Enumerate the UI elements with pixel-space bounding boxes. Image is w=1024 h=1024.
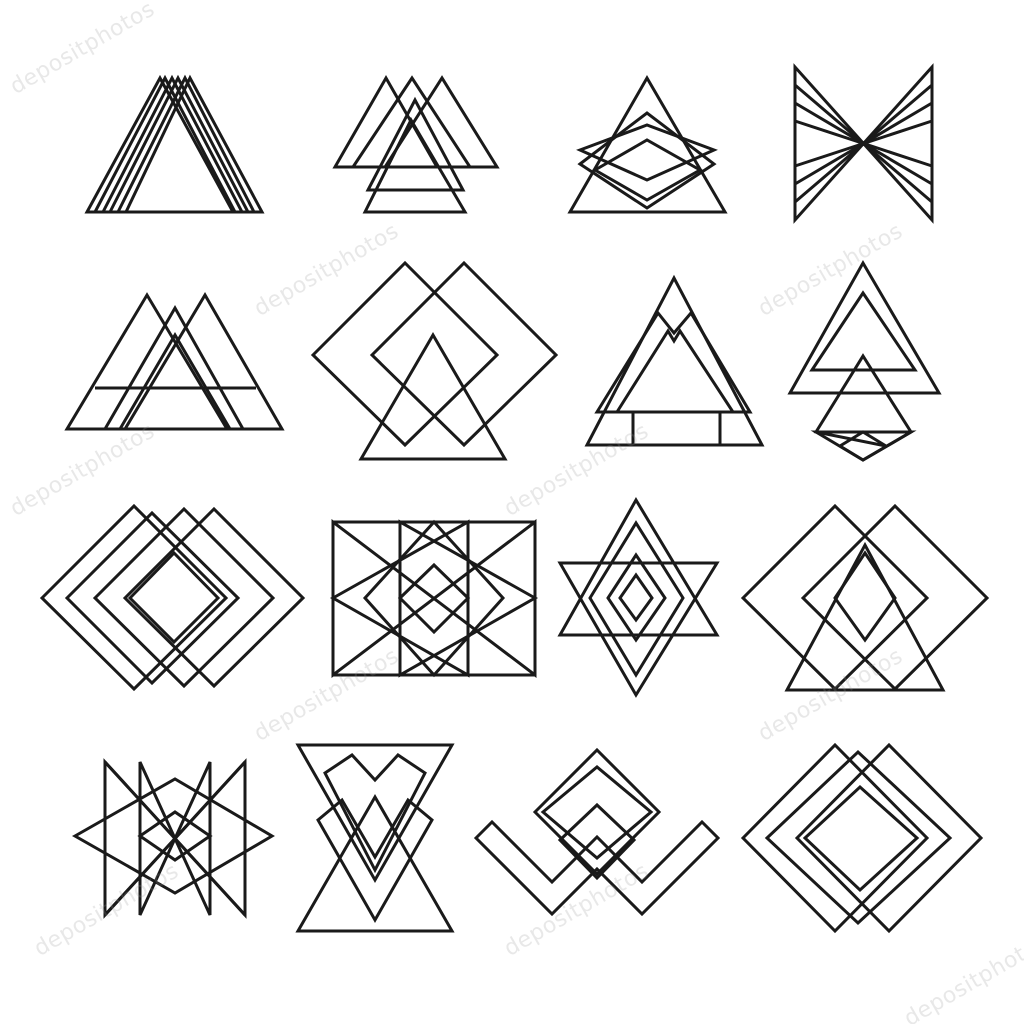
icon-triangle-arrowhead bbox=[787, 259, 942, 462]
icon-hourglass bbox=[295, 743, 455, 933]
icon-hexagram bbox=[557, 497, 720, 698]
icon-offset-diamonds bbox=[39, 503, 306, 692]
icon-chevron-wave bbox=[473, 747, 721, 917]
icon-mountain-triangles bbox=[64, 292, 285, 431]
icon-diamond-triangle bbox=[740, 503, 990, 692]
icon-triangle-lattice bbox=[329, 518, 539, 679]
icon-star-lattice bbox=[71, 758, 275, 919]
icon-stacked-triangles bbox=[84, 74, 265, 214]
icon-triangle-diamond bbox=[567, 75, 728, 214]
icon-nested-diamonds bbox=[740, 742, 984, 934]
icon-interlocked-triangles bbox=[332, 74, 500, 214]
icon-bowtie-lattice bbox=[793, 63, 934, 224]
icon-notched-triangle bbox=[584, 274, 765, 447]
icon-twin-diamonds bbox=[310, 260, 559, 461]
